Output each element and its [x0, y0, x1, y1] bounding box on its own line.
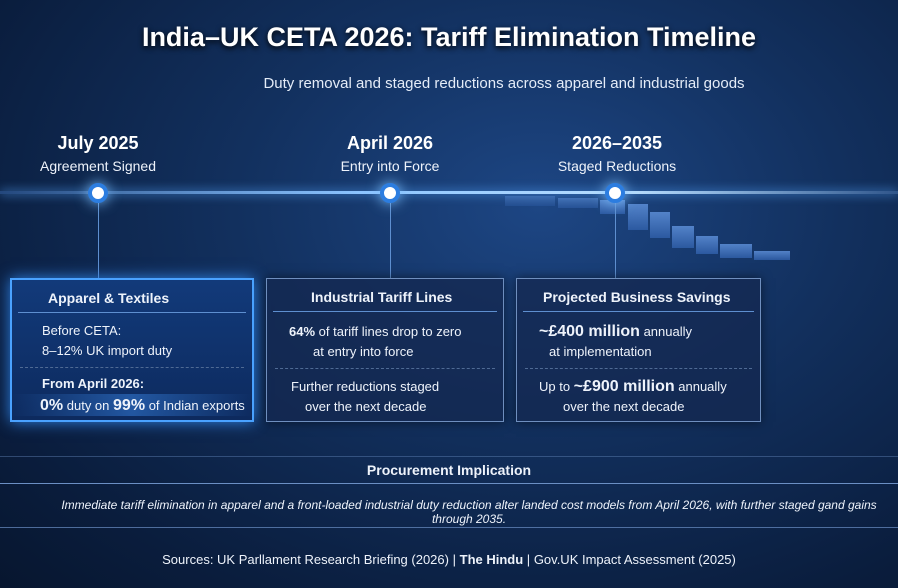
timeline-line — [0, 191, 898, 194]
card-apparel: Apparel & Textiles Before CETA: 8–12% UK… — [10, 278, 254, 422]
timeline-node — [88, 183, 108, 203]
timeline-node — [380, 183, 400, 203]
connector — [615, 203, 616, 278]
milestone-desc: Agreement Signed — [40, 158, 156, 174]
card-savings: Projected Business Savings ~£400 million… — [516, 278, 761, 422]
text: of Indian exports — [148, 398, 245, 413]
text: of tariff lines drop to zero — [318, 324, 462, 339]
divider — [0, 483, 898, 484]
step — [720, 244, 752, 258]
milestone-date: July 2025 — [57, 133, 139, 153]
text: at implementation — [549, 344, 652, 359]
page-subtitle: Duty removal and staged reductions acros… — [263, 75, 745, 92]
milestone-july-2025: July 2025 Agreement Signed — [0, 133, 198, 174]
step — [600, 200, 625, 214]
milestone-april-2026: April 2026 Entry into Force — [290, 133, 490, 174]
milestone-2026-2035: 2026–2035 Staged Reductions — [517, 133, 717, 174]
connector — [390, 203, 391, 278]
step — [558, 198, 598, 208]
card-title: Apparel & Textiles — [18, 280, 246, 313]
card-industrial: Industrial Tariff Lines 64% of tariff li… — [266, 278, 504, 422]
after-value: 0% duty on 99% of Indian exports — [12, 394, 252, 416]
text: Further reductions staged — [291, 379, 440, 394]
connector — [98, 203, 99, 278]
milestone-desc: Staged Reductions — [557, 158, 677, 174]
card-title: Industrial Tariff Lines — [273, 279, 497, 312]
text: annually — [643, 324, 692, 339]
pct: 99% — [113, 397, 146, 414]
text: over the next decade — [305, 399, 427, 414]
separator: | — [452, 552, 456, 567]
step — [505, 196, 555, 206]
milestone-desc: Entry into Force — [340, 158, 440, 174]
before-label: Before CETA: — [42, 323, 122, 338]
step — [650, 212, 670, 238]
text: over the next decade — [563, 399, 685, 414]
separator: | — [526, 552, 531, 567]
procurement-text: Immediate tariff elimination in apparel … — [61, 498, 877, 526]
card-title: Projected Business Savings — [523, 279, 754, 312]
text: Up to — [539, 379, 571, 394]
source: The Hindu — [459, 552, 524, 567]
savings-value: ~£900 million — [573, 378, 675, 395]
step — [696, 236, 718, 254]
source: Gov.UK Impact Assessment (2025) — [533, 552, 736, 567]
text: duty on — [66, 398, 110, 413]
source: Sources: UK Parllament Research Briefing… — [162, 552, 449, 567]
step — [754, 251, 790, 260]
timeline-node — [605, 183, 625, 203]
procurement-heading: Procurement Implication — [366, 462, 532, 478]
pct: 64% — [289, 324, 316, 339]
before-value: 8–12% UK import duty — [42, 343, 173, 358]
after-label: From April 2026: — [42, 376, 145, 391]
divider — [0, 527, 898, 528]
zero-pct: 0% — [40, 397, 64, 414]
milestone-date: April 2026 — [346, 133, 434, 153]
page-title: India–UK CETA 2026: Tariff Elimination T… — [141, 22, 757, 52]
savings-value: ~£400 million — [539, 323, 640, 340]
text: at entry into force — [313, 344, 414, 359]
text: annually — [678, 379, 727, 394]
step — [628, 204, 648, 230]
step — [672, 226, 694, 248]
divider — [0, 456, 898, 457]
sources: Sources: UK Parllament Research Briefing… — [0, 552, 898, 567]
milestone-date: 2026–2035 — [571, 133, 663, 153]
